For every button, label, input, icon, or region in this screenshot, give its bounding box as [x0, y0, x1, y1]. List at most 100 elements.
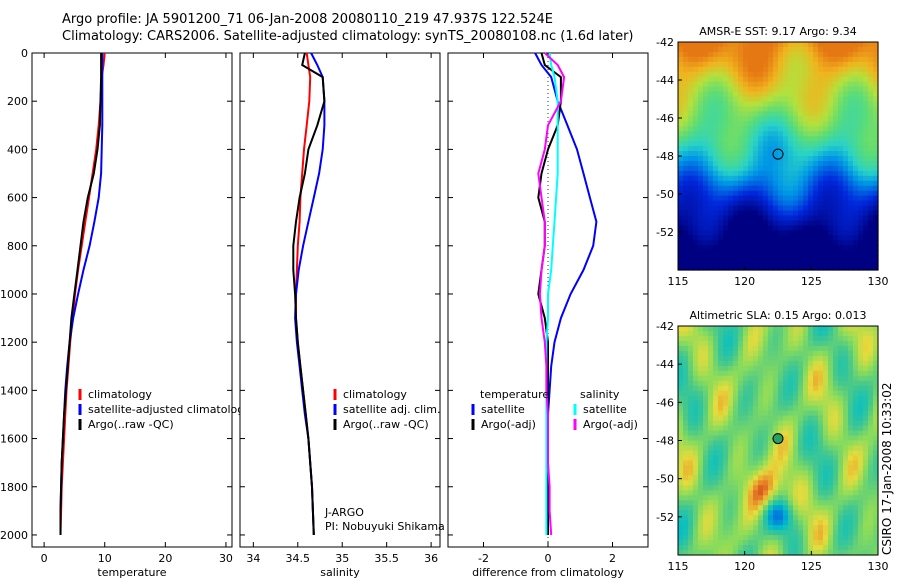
heatmap-cell	[808, 440, 814, 447]
heatmap-cell	[843, 235, 849, 241]
heatmap-cell	[773, 470, 779, 476]
heatmap-cell	[768, 470, 774, 476]
heatmap-cell	[698, 245, 704, 251]
heatmap-cell	[808, 365, 814, 372]
heatmap-cell	[863, 190, 869, 197]
heatmap-cell	[733, 390, 739, 397]
heatmap-cell	[813, 335, 819, 342]
heatmap-cell	[838, 46, 844, 53]
heatmap-cell	[843, 61, 849, 68]
heatmap-cell	[873, 56, 879, 63]
heatmap-cell	[863, 106, 869, 112]
heatmap-cell	[803, 91, 809, 98]
heatmap-cell	[808, 530, 814, 536]
heatmap-cell	[763, 490, 769, 496]
heatmap-cell	[813, 42, 819, 48]
heatmap-cell	[818, 170, 824, 177]
heatmap-cell	[843, 470, 849, 476]
heatmap-cell	[683, 350, 689, 357]
heatmap-cell	[848, 86, 854, 93]
heatmap-cell	[848, 480, 854, 486]
heatmap-cell	[753, 345, 759, 352]
heatmap-cell	[723, 240, 729, 246]
heatmap-cell	[763, 410, 769, 417]
heatmap-cell	[678, 81, 684, 88]
heatmap-cell	[758, 56, 764, 63]
heatmap-cell	[843, 250, 849, 256]
heatmap-cell	[818, 505, 824, 511]
heatmap-cell	[723, 235, 729, 241]
heatmap-cell	[788, 91, 794, 98]
heatmap-cell	[713, 210, 719, 217]
heatmap-cell	[838, 475, 844, 481]
heatmap-cell	[853, 400, 859, 407]
heatmap-cell	[723, 335, 729, 342]
heatmap-cell	[698, 215, 704, 222]
heatmap-cell	[788, 340, 794, 347]
heatmap-cell	[743, 445, 749, 452]
y-tick-label: 1000	[0, 288, 28, 301]
heatmap-cell	[848, 490, 854, 496]
heatmap-cell	[758, 510, 764, 516]
heatmap-cell	[713, 101, 719, 108]
heatmap-cell	[763, 46, 769, 53]
heatmap-cell	[683, 220, 689, 226]
heatmap-cell	[813, 175, 819, 182]
heatmap-cell	[753, 475, 759, 481]
heatmap-cell	[788, 550, 794, 556]
heatmap-cell	[803, 550, 809, 556]
heatmap-cell	[813, 445, 819, 452]
heatmap-cell	[678, 430, 684, 437]
heatmap-cell	[758, 425, 764, 432]
heatmap-cell	[703, 160, 709, 167]
heatmap-cell	[778, 245, 784, 251]
heatmap-cell	[733, 395, 739, 402]
heatmap-cell	[813, 111, 819, 117]
heatmap-cell	[693, 116, 699, 122]
heatmap-cell	[798, 225, 804, 231]
heatmap-cell	[783, 505, 789, 511]
heatmap-cell	[733, 265, 739, 271]
heatmap-cell	[788, 111, 794, 117]
heatmap-cell	[773, 495, 779, 501]
heatmap-cell	[853, 101, 859, 108]
heatmap-cell	[813, 515, 819, 521]
heatmap-cell	[738, 126, 744, 132]
heatmap-cell	[723, 200, 729, 207]
heatmap-cell	[848, 66, 854, 73]
heatmap-cell	[848, 435, 854, 442]
heatmap-cell	[698, 405, 704, 412]
heatmap-cell	[788, 355, 794, 362]
heatmap-cell	[738, 365, 744, 372]
heatmap-cell	[723, 116, 729, 122]
heatmap-cell	[863, 96, 869, 103]
heatmap-cell	[718, 450, 724, 457]
heatmap-cell	[723, 395, 729, 402]
heatmap-cell	[718, 165, 724, 172]
heatmap-cell	[728, 51, 734, 58]
heatmap-cell	[718, 76, 724, 83]
heatmap-cell	[753, 415, 759, 422]
heatmap-cell	[768, 56, 774, 63]
heatmap-cell	[848, 146, 854, 152]
heatmap-cell	[828, 445, 834, 452]
heatmap-cell	[738, 475, 744, 481]
heatmap-cell	[843, 350, 849, 357]
heatmap-cell	[848, 180, 854, 187]
heatmap-cell	[753, 116, 759, 122]
heatmap-cell	[803, 365, 809, 372]
heatmap-cell	[783, 440, 789, 447]
heatmap-cell	[803, 235, 809, 241]
heatmap-cell	[823, 200, 829, 207]
heatmap-cell	[723, 175, 729, 182]
heatmap-cell	[848, 340, 854, 347]
heatmap-cell	[873, 525, 879, 531]
heatmap-cell	[713, 520, 719, 526]
heatmap-cell	[688, 390, 694, 397]
heatmap-cell	[703, 500, 709, 506]
heatmap-cell	[868, 330, 874, 337]
heatmap-cell	[773, 131, 779, 137]
heatmap-cell	[833, 245, 839, 251]
heatmap-cell	[773, 220, 779, 226]
heatmap-cell	[693, 185, 699, 192]
